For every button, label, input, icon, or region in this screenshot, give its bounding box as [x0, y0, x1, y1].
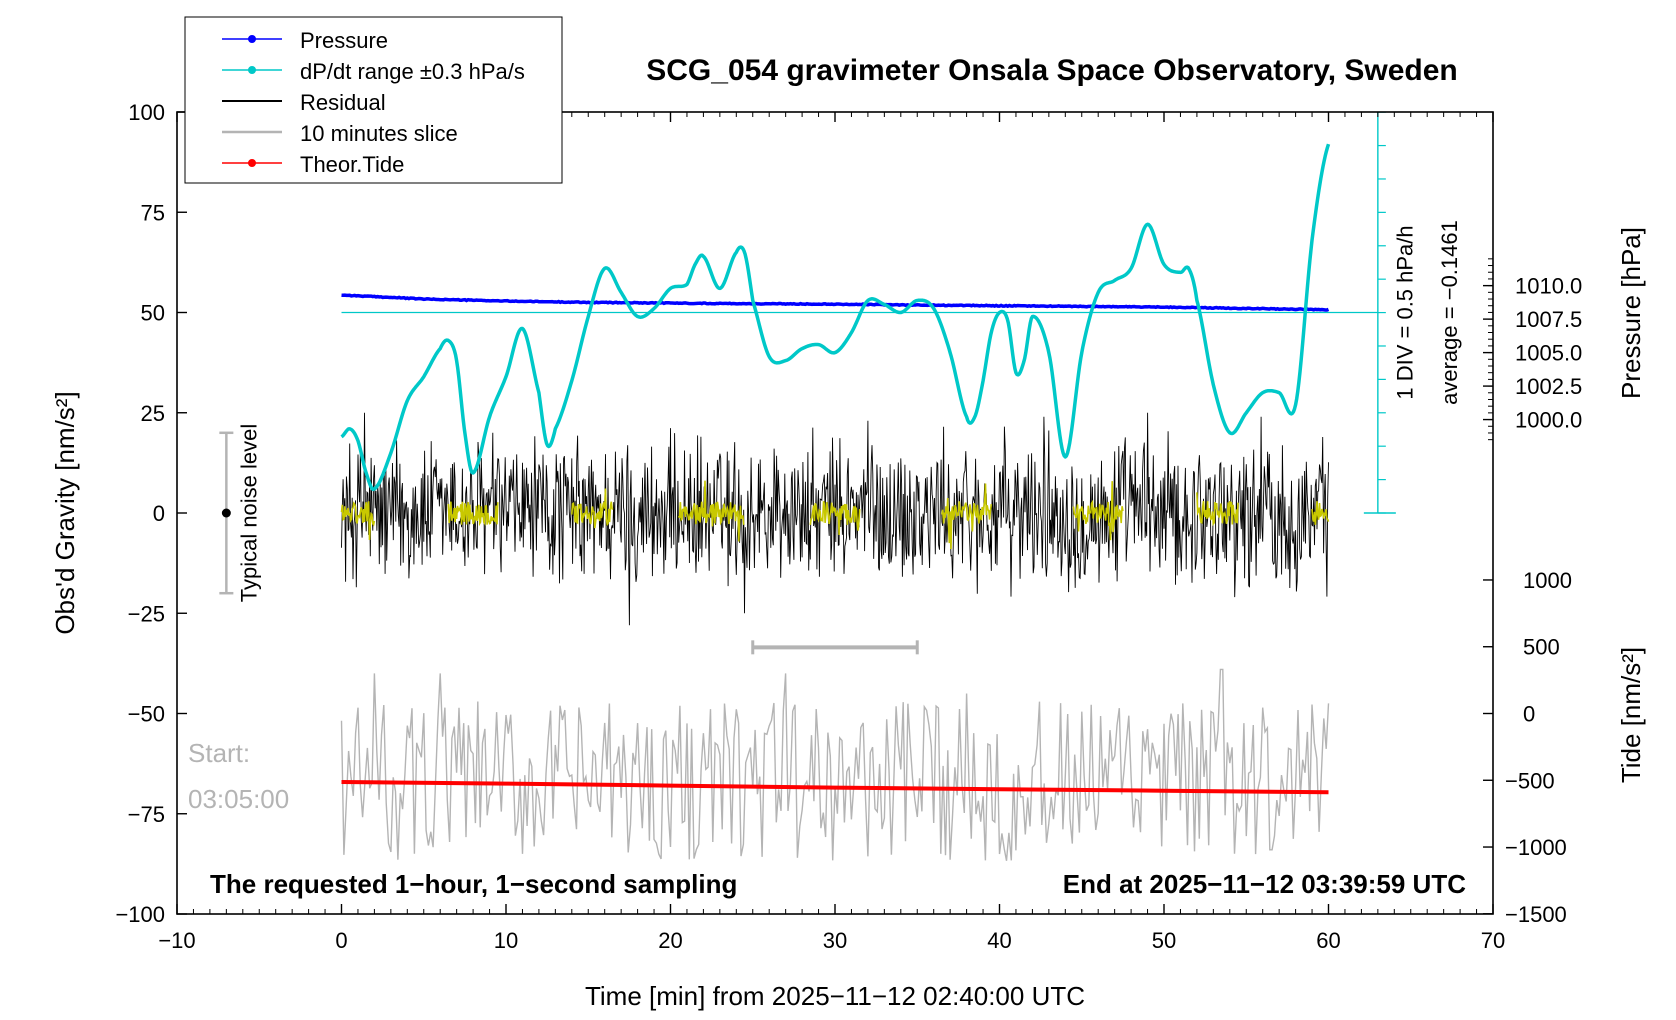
slice-overlay-segment — [1311, 501, 1330, 525]
x-tick-label: 20 — [658, 928, 682, 953]
noise-level-label: Typical noise level — [236, 424, 261, 603]
pressure-tick-label: 1010.0 — [1515, 274, 1582, 299]
x-tick-label: −10 — [158, 928, 195, 953]
legend-item-slice: 10 minutes slice — [222, 121, 458, 146]
start-time: 03:05:00 — [188, 784, 289, 814]
x-tick-label: 30 — [823, 928, 847, 953]
tide-tick-label: −500 — [1505, 768, 1555, 793]
tide-tick-label: −1500 — [1505, 902, 1567, 927]
x-tick-label: 10 — [494, 928, 518, 953]
y-tick-label: −75 — [128, 802, 165, 827]
slice-overlay-segment — [1072, 481, 1124, 541]
slice-overlay-segment — [677, 480, 745, 542]
legend: Pressure dP/dt range ±0.3 hPa/s Residual… — [184, 16, 563, 184]
tide-line — [341, 780, 1329, 795]
pressure-axis-label: Pressure [hPa] — [1616, 227, 1646, 399]
y-tick-label: −100 — [115, 902, 165, 927]
x-tick-label: 50 — [1152, 928, 1176, 953]
y-tick-label: 50 — [141, 301, 165, 326]
tide-tick-label: 1000 — [1523, 568, 1572, 593]
footer-left-label: The requested 1−hour, 1−second sampling — [210, 869, 737, 899]
slice-overlay-segment — [809, 501, 861, 536]
noise-level-dot — [221, 508, 231, 518]
pressure-tick-label: 1007.5 — [1515, 307, 1582, 332]
pressure-tick-label: 1000.0 — [1515, 408, 1582, 433]
legend-label-residual: Residual — [300, 90, 386, 115]
tide-tick-label: −1000 — [1505, 835, 1567, 860]
tide-tick-label: 0 — [1523, 702, 1535, 727]
slice-overlay-segment — [1196, 492, 1239, 527]
y-axis-label: Obs'd Gravity [nm/s²] — [50, 391, 80, 634]
y-tick-label: −25 — [128, 601, 165, 626]
y-tick-label: −50 — [128, 702, 165, 727]
x-tick-label: 60 — [1316, 928, 1340, 953]
legend-marker-dpdt — [248, 66, 256, 74]
legend-item-pressure: Pressure — [222, 28, 388, 53]
legend-label-pressure: Pressure — [300, 28, 388, 53]
series-layer — [219, 111, 1396, 861]
legend-label-tide: Theor.Tide — [300, 152, 404, 177]
legend-item-residual: Residual — [222, 90, 386, 115]
legend-item-dpdt: dP/dt range ±0.3 hPa/s — [222, 59, 525, 84]
slice-overlay-segment — [941, 483, 993, 550]
x-tick-label: 0 — [335, 928, 347, 953]
y-tick-label: 100 — [128, 100, 165, 125]
y-tick-label: 75 — [141, 200, 165, 225]
tide-tick-label: 500 — [1523, 635, 1560, 660]
dpdt-scale-label: 1 DIV = 0.5 hPa/h — [1392, 225, 1417, 399]
y-tick-label: 0 — [153, 501, 165, 526]
slice-overlay-segment — [571, 488, 614, 529]
legend-label-slice: 10 minutes slice — [300, 121, 458, 146]
pressure-line — [341, 293, 1330, 312]
slice-overlay-segment — [447, 501, 499, 527]
pressure-tick-label: 1002.5 — [1515, 374, 1582, 399]
legend-marker-pressure — [248, 35, 256, 43]
x-tick-label: 70 — [1481, 928, 1505, 953]
slice-overlay-segment — [340, 501, 376, 541]
legend-label-dpdt: dP/dt range ±0.3 hPa/s — [300, 59, 525, 84]
x-axis-label: Time [min] from 2025−11−12 02:40:00 UTC — [585, 981, 1085, 1011]
legend-item-tide: Theor.Tide — [222, 152, 404, 177]
legend-marker-tide — [248, 159, 256, 167]
dpdt-line — [340, 143, 1331, 492]
axes-layer: −10 0 10 20 30 40 50 60 701007550250−25−50−75−10… — [115, 100, 1582, 953]
residual-line — [341, 412, 1329, 626]
start-label: Start: — [188, 738, 250, 768]
x-tick-label: 40 — [987, 928, 1011, 953]
pressure-tick-label: 1005.0 — [1515, 341, 1582, 366]
dpdt-average-label: average = −0.1461 — [1437, 220, 1462, 405]
footer-right-label: End at 2025−11−12 03:39:59 UTC — [1063, 869, 1466, 899]
tide-axis-label: Tide [nm/s²] — [1616, 647, 1646, 783]
y-tick-label: 25 — [141, 401, 165, 426]
chart-title: SCG_054 gravimeter Onsala Space Observat… — [646, 54, 1458, 87]
